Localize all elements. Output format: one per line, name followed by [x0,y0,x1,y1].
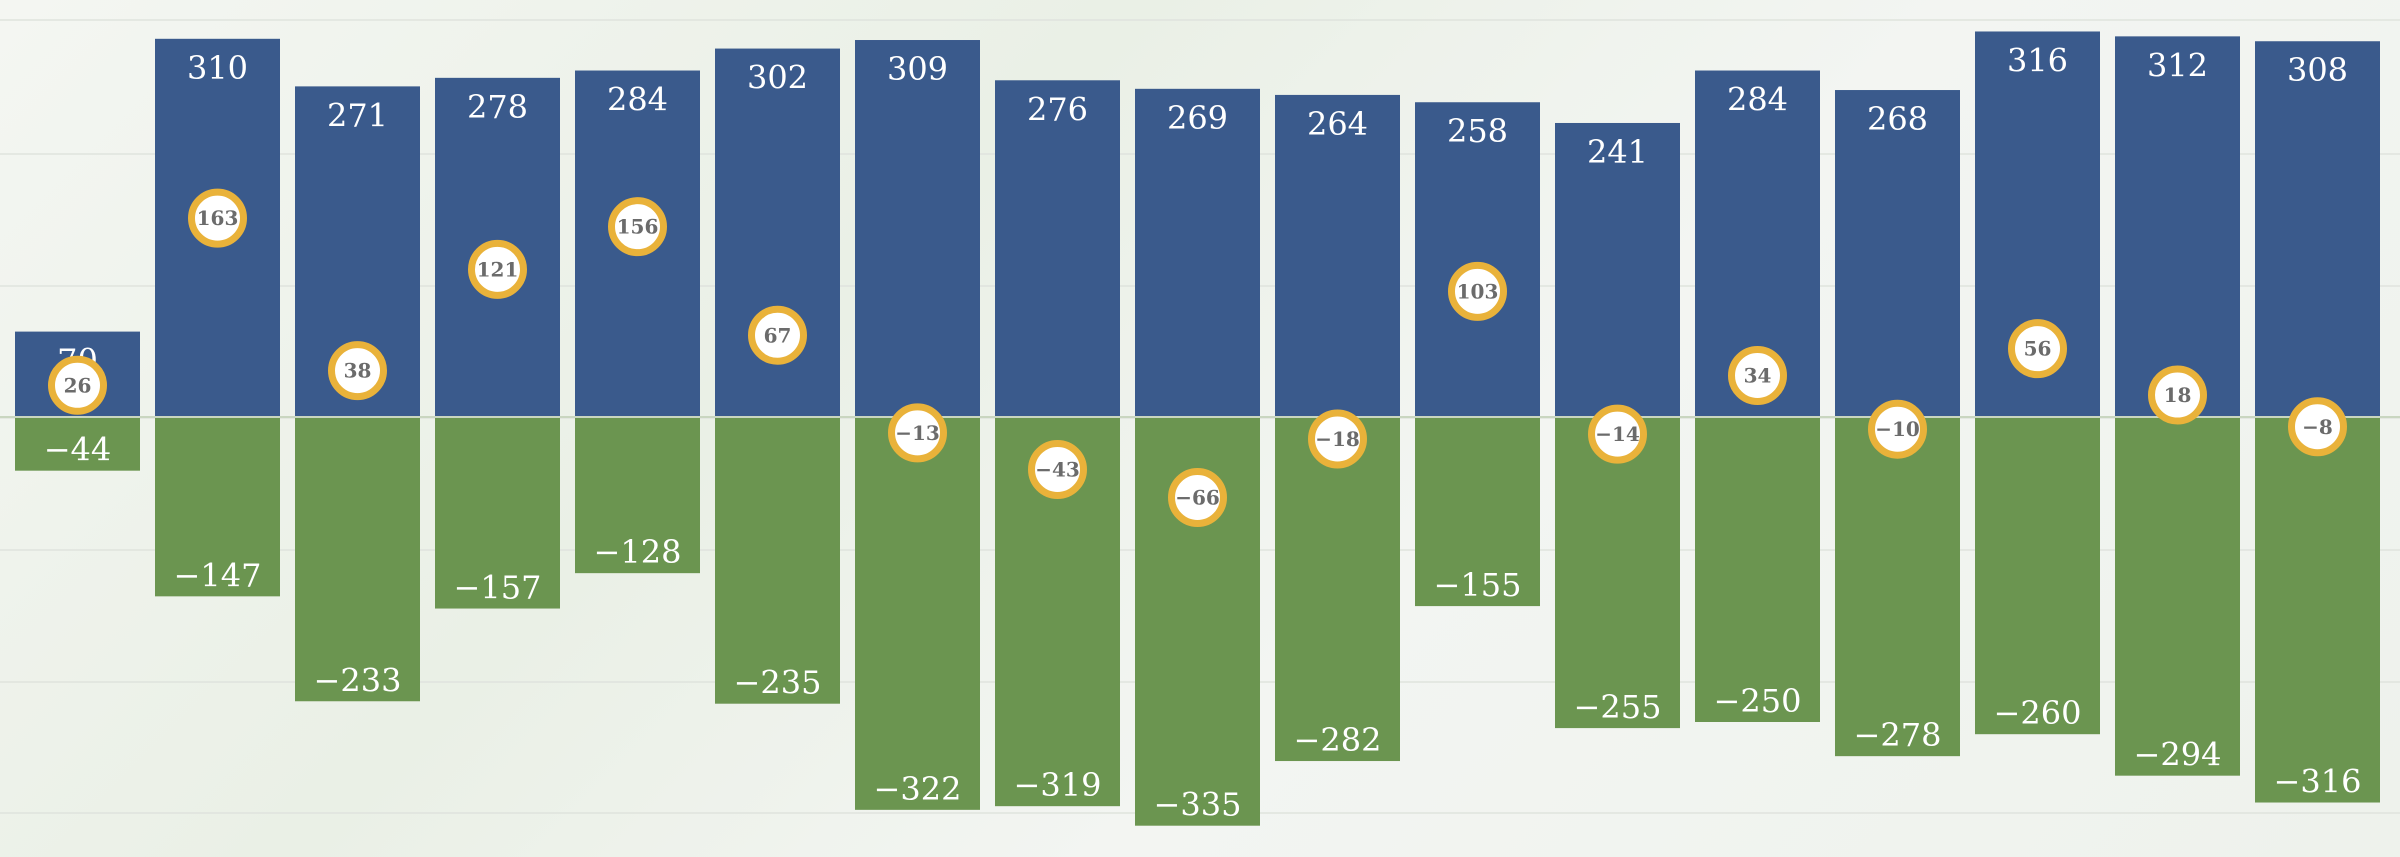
label-negative-2: −233 [314,661,402,699]
net-label-3: 121 [477,257,519,281]
label-negative-0: −44 [44,431,112,469]
bar-negative-1 [155,417,280,597]
net-marker-3 [468,239,527,299]
net-marker-8 [1168,468,1227,528]
label-negative-9: −282 [1294,721,1382,759]
bar-negative-6 [855,417,980,810]
net-label-2: 38 [344,359,372,383]
net-label-0: 26 [64,373,92,397]
label-positive-16: 308 [2287,51,2348,89]
net-label-9: −18 [1315,427,1360,451]
label-negative-12: −250 [1714,682,1802,720]
label-negative-5: −235 [734,664,822,702]
label-negative-6: −322 [874,770,962,808]
bar-negative-15 [2115,417,2240,776]
bar-positive-15 [2115,36,2240,418]
label-negative-8: −335 [1154,786,1242,824]
net-label-6: −13 [895,421,940,445]
net-label-12: 34 [1744,364,1772,388]
net-marker-7 [1028,439,1087,499]
net-marker-6 [888,403,947,463]
bar-negative-2 [295,417,420,702]
bar-negative-10 [1415,417,1540,607]
label-positive-13: 268 [1867,100,1928,138]
net-marker-12 [1728,346,1787,406]
label-negative-10: −155 [1434,566,1522,604]
net-marker-0 [48,355,107,415]
net-marker-13 [1868,399,1927,459]
bar-positive-6 [855,40,980,418]
bar-negative-3 [435,417,560,609]
label-positive-15: 312 [2147,46,2208,84]
label-positive-14: 316 [2007,41,2068,79]
label-negative-15: −294 [2134,736,2222,774]
net-label-7: −43 [1035,457,1080,481]
label-negative-7: −319 [1014,766,1102,804]
label-positive-10: 258 [1447,112,1508,150]
label-negative-11: −255 [1574,688,1662,726]
net-marker-16 [2288,397,2347,457]
net-label-5: 67 [764,323,792,347]
bar-negative-9 [1275,417,1400,762]
label-negative-3: −157 [454,569,542,607]
label-negative-16: −316 [2274,763,2362,801]
net-marker-10 [1448,261,1507,321]
net-marker-9 [1308,409,1367,469]
net-marker-14 [2008,319,2067,379]
net-label-4: 156 [617,215,659,239]
net-marker-11 [1588,404,1647,464]
label-positive-4: 284 [607,81,668,119]
bar-positive-11 [1555,122,1680,417]
net-label-15: 18 [2164,383,2192,407]
bar-negative-11 [1555,417,1680,729]
net-marker-1 [188,188,247,248]
bar-negative-16 [2255,417,2380,803]
net-marker-5 [748,305,807,365]
label-positive-11: 241 [1587,133,1648,171]
net-marker-15 [2148,365,2207,425]
bar-negative-0 [15,417,140,471]
label-positive-2: 271 [327,96,388,134]
label-positive-6: 309 [887,50,948,88]
net-label-16: −8 [2302,415,2333,439]
bar-positive-10 [1415,102,1540,418]
label-positive-5: 302 [747,59,808,97]
net-marker-4 [608,197,667,257]
label-negative-4: −128 [594,533,682,571]
label-positive-7: 276 [1027,90,1088,128]
net-label-11: −14 [1595,422,1640,446]
label-positive-1: 310 [187,49,248,87]
bar-positive-7 [995,80,1120,417]
net-marker-2 [328,341,387,401]
bars: 70−44310−147271−233278−157284−128302−235… [0,31,2400,826]
bar-negative-5 [715,417,840,704]
bar-positive-16 [2255,41,2380,418]
label-positive-9: 264 [1307,105,1368,143]
bar-positive-9 [1275,94,1400,418]
bar-negative-14 [1975,417,2100,735]
label-negative-13: −278 [1854,716,1942,754]
net-label-14: 56 [2024,337,2052,361]
label-positive-12: 284 [1727,81,1788,119]
bar-positive-13 [1835,90,1960,417]
bar-negative-4 [575,417,700,574]
label-positive-8: 269 [1167,99,1228,137]
bar-negative-13 [1835,417,1960,757]
net-label-13: −10 [1875,417,1920,441]
net-markers: 26 163 38 121 156 67 −13 −43 −66 −18 103 −14 34 −10 56… [48,188,2347,528]
net-label-1: 163 [197,206,239,230]
net-label-8: −66 [1175,486,1220,510]
bar-negative-12 [1695,417,1820,722]
net-label-10: 103 [1457,279,1499,303]
label-negative-1: −147 [174,556,262,594]
label-positive-3: 278 [467,88,528,126]
label-negative-14: −260 [1994,694,2082,732]
bar-positive-8 [1135,88,1260,417]
